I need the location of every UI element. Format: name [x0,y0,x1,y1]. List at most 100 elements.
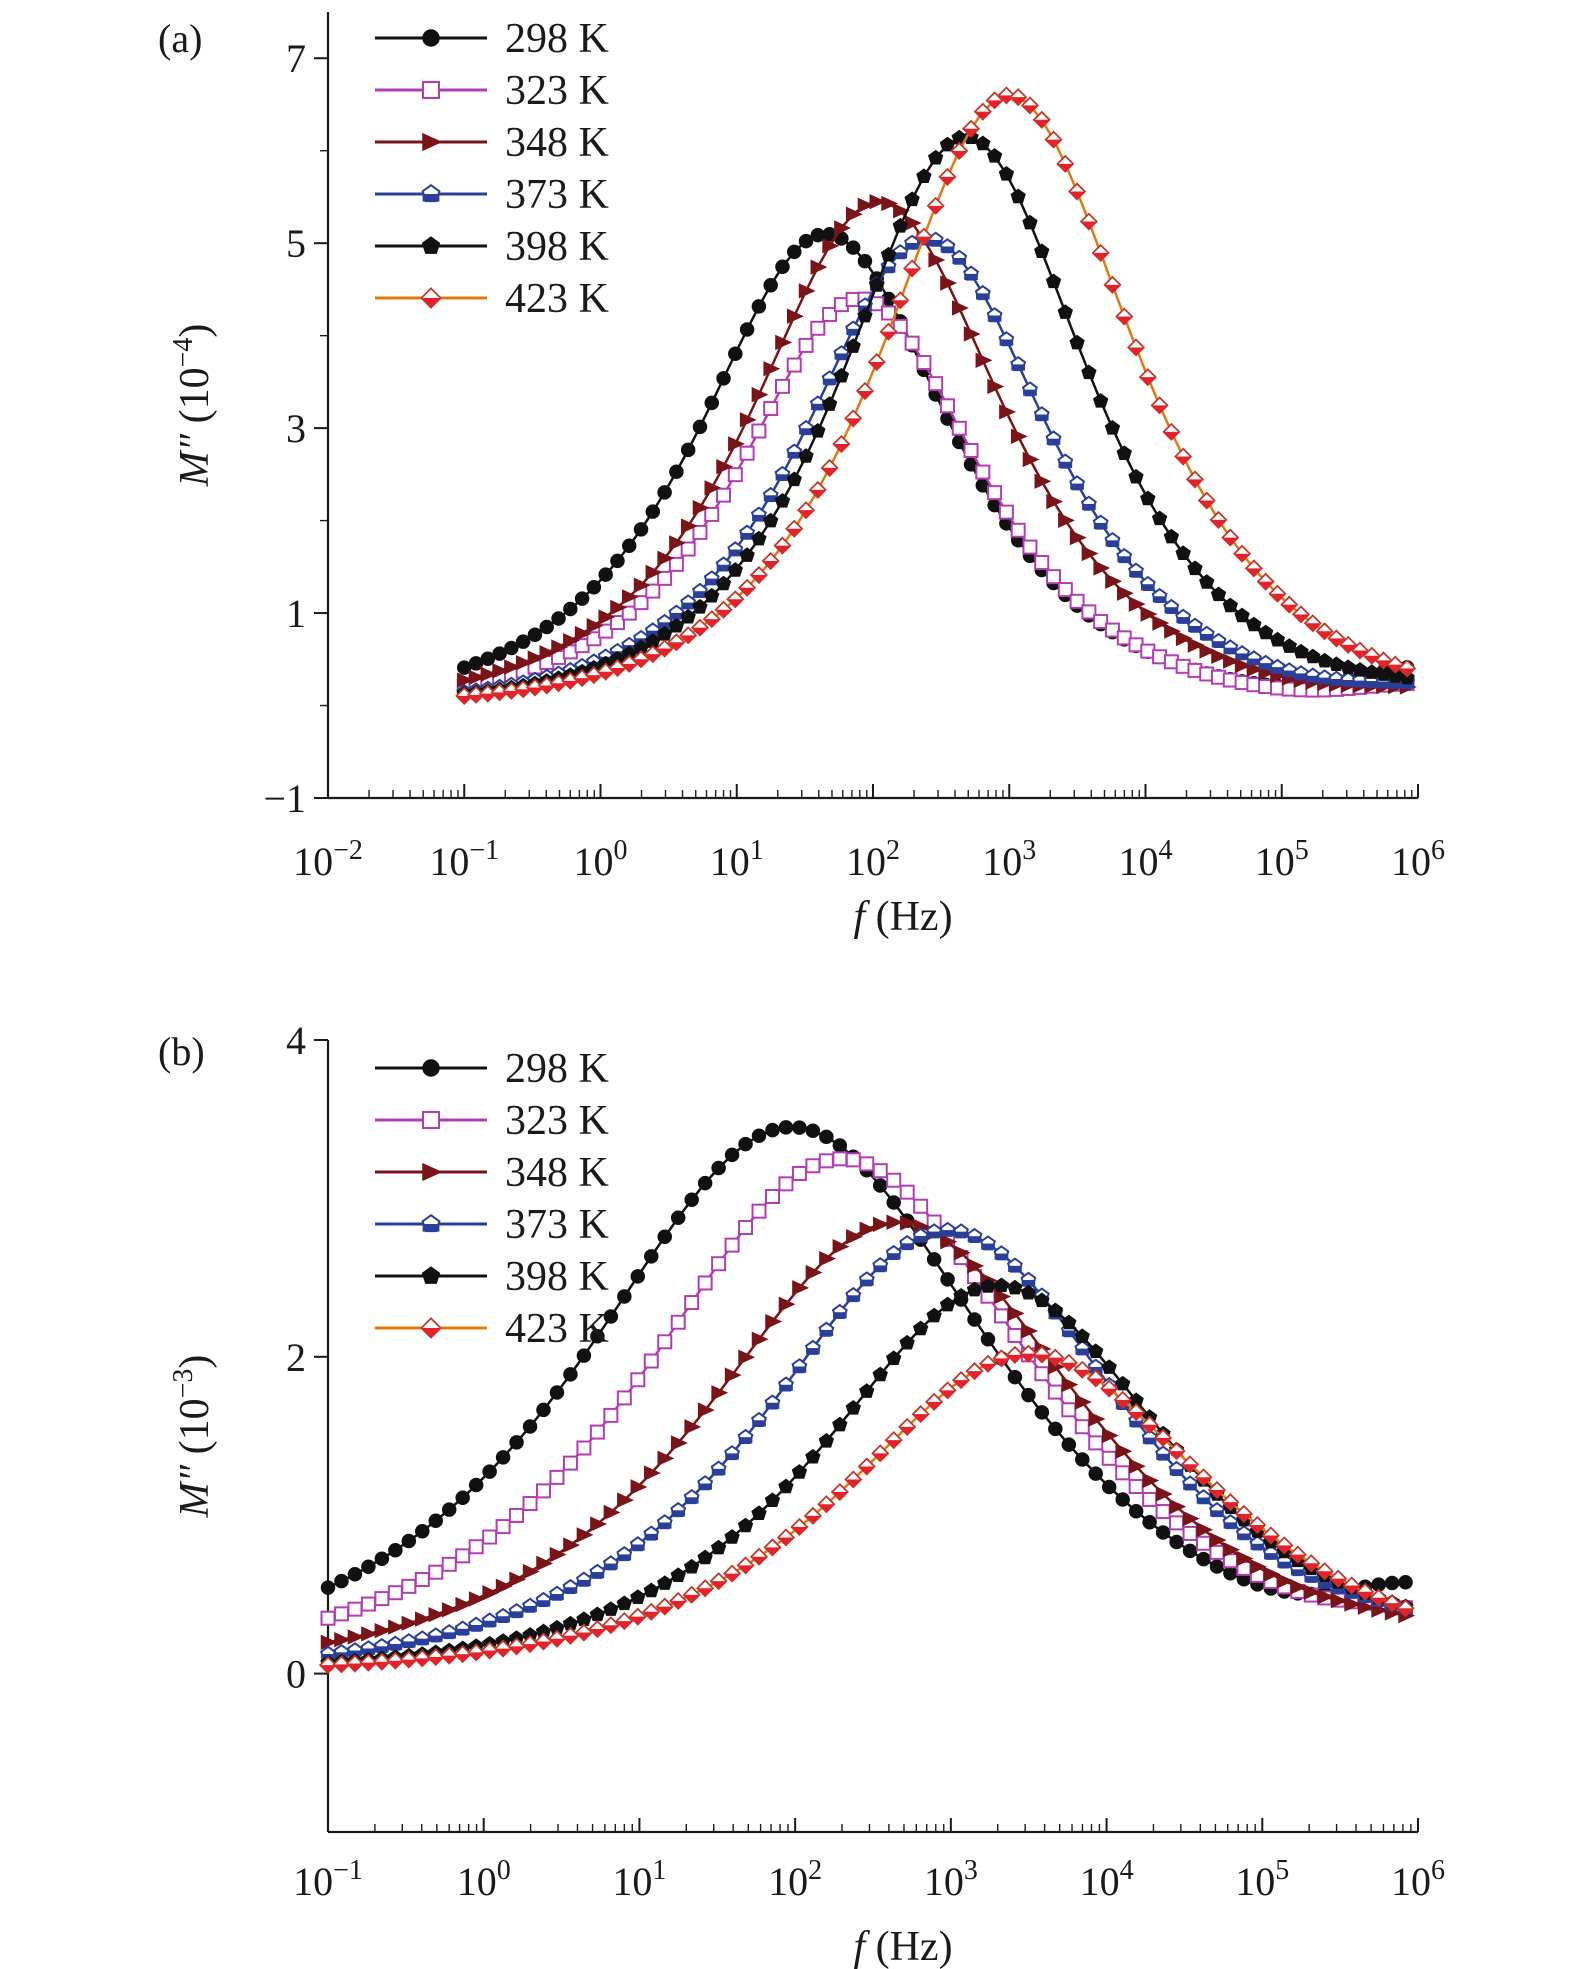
data-point [886,1172,902,1188]
data-point [1155,1525,1171,1540]
data-point [669,535,687,551]
data-point [441,1623,458,1640]
data-point [833,367,850,383]
data-point [858,1271,875,1287]
data-point [633,522,649,537]
data-point [1162,422,1181,441]
data-point [1057,582,1073,598]
data-point [820,458,839,477]
series-line [464,136,1408,696]
data-point [763,401,779,417]
data-point [586,579,602,595]
data-point [601,1616,620,1635]
data-point [803,1506,822,1525]
data-point [1151,587,1168,604]
data-point [963,442,979,458]
data-point [808,480,827,499]
data-point [805,1123,821,1139]
data-point [704,506,720,522]
data-point [1222,597,1238,613]
x-tick-label: 104 [1080,1855,1134,1904]
data-point [522,1496,538,1512]
y-tick-label: 4 [286,1018,306,1063]
data-point [610,553,625,569]
data-point [834,220,852,236]
data-point [869,277,885,292]
data-point [1234,645,1251,661]
data-point [798,283,816,299]
data-point [1113,1390,1132,1409]
data-point [1069,593,1085,609]
data-point [1268,584,1287,603]
data-point [1079,212,1098,231]
data-point [509,1507,525,1523]
data-point [975,464,991,480]
data-point [504,659,522,675]
data-point [670,1435,688,1451]
data-point [1328,656,1345,672]
data-point [467,1643,486,1662]
data-point [589,1563,606,1579]
data-point [796,501,816,520]
data-point [778,1478,794,1494]
data-point [1045,430,1062,446]
data-point [1092,393,1109,408]
data-point [1222,1513,1239,1530]
data-point [692,419,708,435]
data-point [1101,1479,1117,1495]
data-point [1384,1575,1400,1591]
data-point [810,423,826,438]
data-point [1058,512,1075,528]
data-point [1221,528,1240,547]
data-point [372,1652,391,1671]
data-point [763,1538,782,1557]
data-point [709,1572,728,1591]
data-point [522,1597,539,1613]
data-point [333,1606,349,1622]
data-point [1061,1437,1077,1452]
data-point [710,1460,727,1476]
data-point [1175,630,1193,647]
data-point [515,634,531,649]
data-point [697,1175,713,1191]
data-point [940,275,958,291]
data-point [1155,1504,1171,1520]
data-point [762,512,779,528]
series-423-k [455,86,1417,705]
data-point [683,1488,700,1505]
data-point [819,1251,836,1267]
data-point [845,1286,862,1303]
data-point [509,1571,527,1587]
data-point [1034,473,1052,489]
legend-entry: 323 K [375,68,609,114]
data-point [563,601,578,617]
data-point [818,1321,835,1337]
data-point [859,1383,875,1398]
data-point [987,378,1005,395]
data-point [805,1448,821,1464]
data-point [727,467,743,483]
data-point [334,1632,352,1648]
data-point [798,233,814,249]
data-point [495,1450,511,1465]
data-point [728,436,745,452]
data-point [1007,1369,1023,1385]
data-point [590,1329,605,1344]
data-point [1010,428,1028,444]
data-point [1246,616,1262,632]
data-point [468,669,486,686]
legend-label: 348 K [505,120,609,166]
data-point [892,318,908,334]
data-point [374,1591,390,1607]
y-axis-title: M″ (10−4) [168,324,218,488]
data-point [992,1349,1011,1368]
data-point [764,1394,781,1410]
data-point [1007,1327,1023,1343]
data-point [549,1469,565,1485]
data-point [817,1495,836,1514]
data-point [1009,88,1028,107]
data-point [441,1502,457,1517]
data-point [751,1128,767,1143]
data-point [715,575,732,591]
data-point [1059,1353,1078,1372]
